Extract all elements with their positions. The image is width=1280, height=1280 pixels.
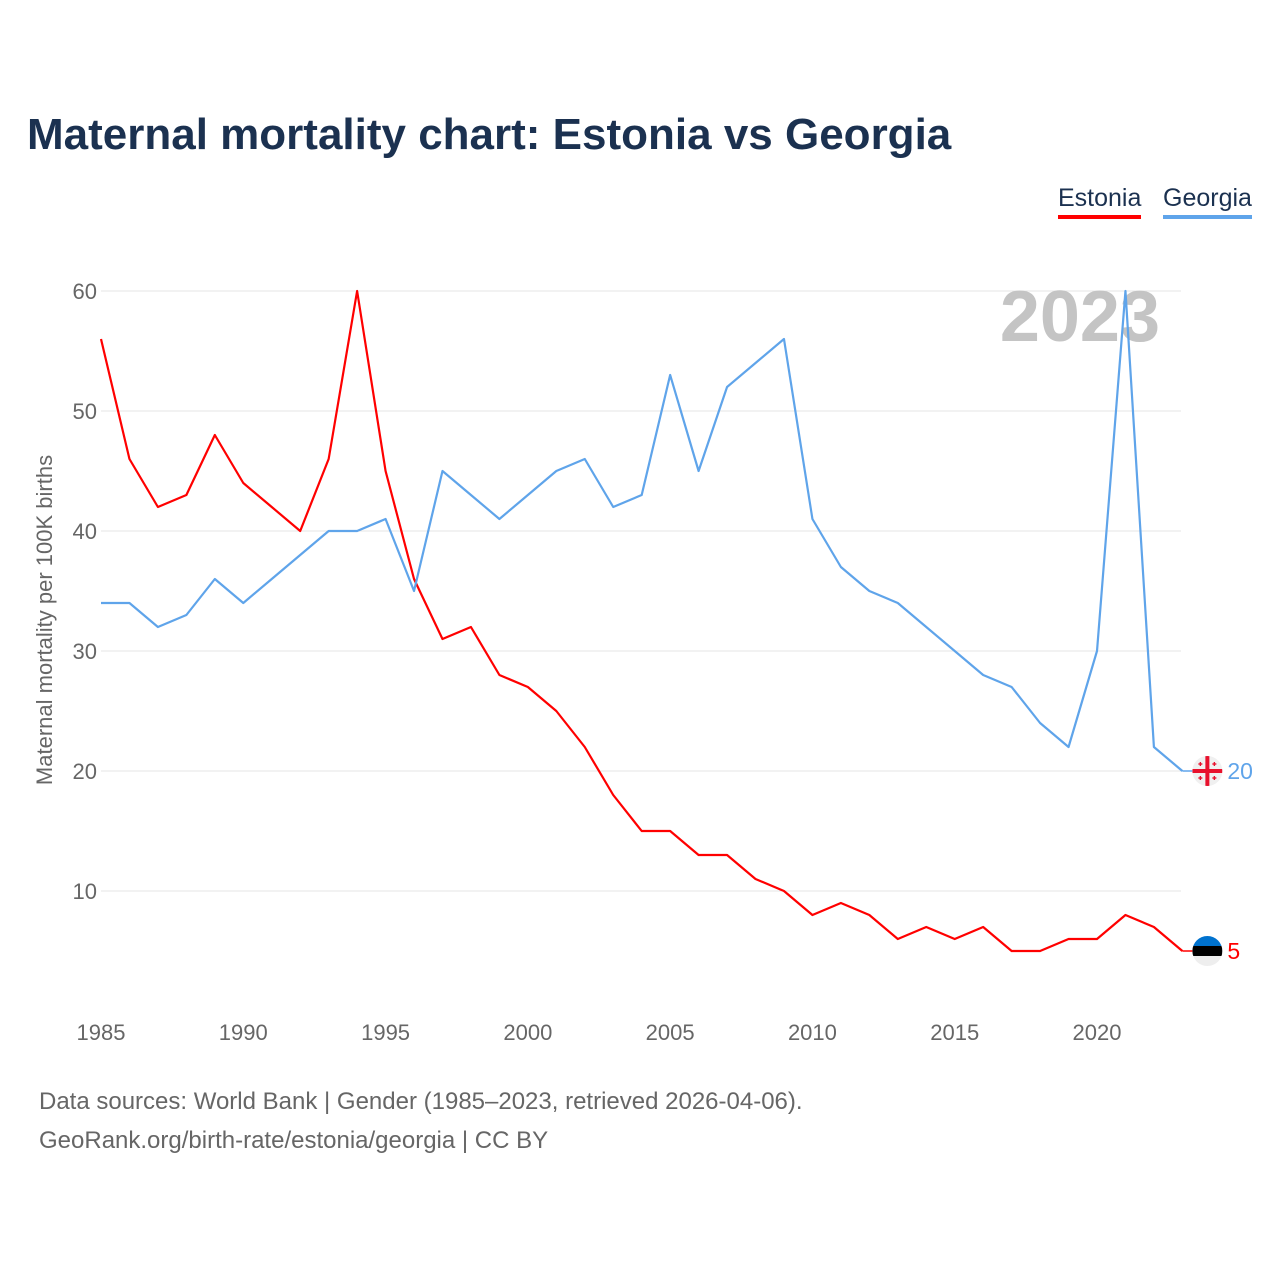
end-value-label-georgia: 20 xyxy=(1227,758,1253,784)
series-line-georgia xyxy=(101,289,1184,772)
x-tick-label: 2015 xyxy=(930,1020,979,1045)
y-tick-label: 20 xyxy=(73,759,97,784)
legend-estonia[interactable]: Estonia xyxy=(1058,184,1142,219)
x-tick-label: 2020 xyxy=(1073,1020,1122,1045)
x-tick-label: 2000 xyxy=(503,1020,552,1045)
footer-source: Data sources: World Bank | Gender (1985–… xyxy=(39,1088,803,1115)
chart-title: Maternal mortality chart: Estonia vs Geo… xyxy=(27,110,952,159)
y-tick-label: 60 xyxy=(73,279,97,304)
y-axis-label: Maternal mortality per 100K births xyxy=(32,455,57,785)
y-tick-label: 40 xyxy=(73,519,97,544)
legend-georgia[interactable]: Georgia xyxy=(1163,184,1252,219)
georgia-flag-icon xyxy=(1192,756,1223,786)
year-watermark: 2023 xyxy=(1000,277,1160,357)
end-value-label-estonia: 5 xyxy=(1227,938,1240,964)
y-tick-label: 30 xyxy=(73,639,97,664)
x-tick-label: 1990 xyxy=(219,1020,268,1045)
estonia-flag-icon xyxy=(1192,936,1223,966)
footer-link[interactable]: GeoRank.org/birth-rate/estonia/georgia |… xyxy=(39,1127,549,1154)
series-line-estonia xyxy=(99,289,1184,953)
x-tick-label: 1995 xyxy=(361,1020,410,1045)
x-tick-label: 2010 xyxy=(788,1020,837,1045)
y-tick-label: 10 xyxy=(73,879,97,904)
y-tick-label: 50 xyxy=(73,399,97,424)
x-tick-label: 2005 xyxy=(646,1020,695,1045)
x-tick-label: 1985 xyxy=(77,1020,126,1045)
